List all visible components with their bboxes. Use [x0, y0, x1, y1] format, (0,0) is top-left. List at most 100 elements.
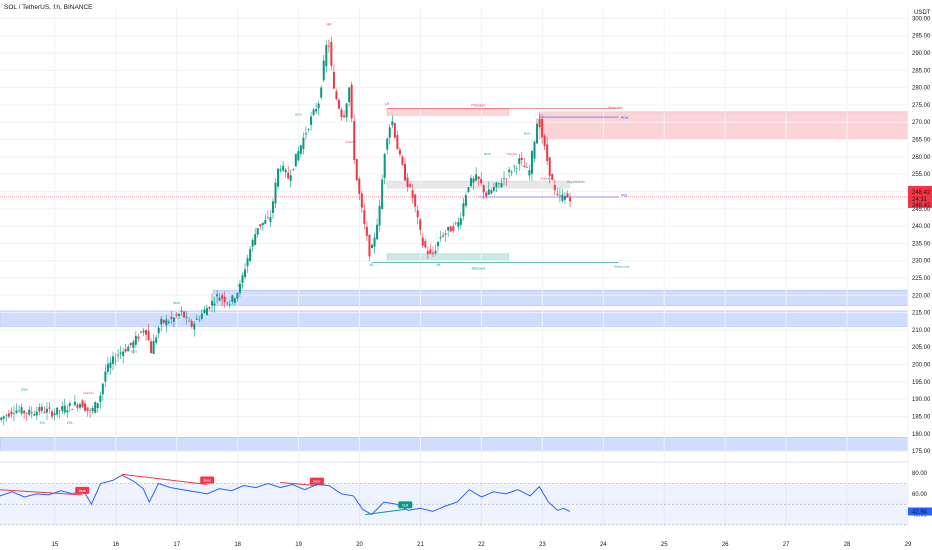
date-tick-label: 23	[539, 542, 546, 548]
candle-body	[345, 103, 348, 118]
candle-body	[355, 159, 358, 181]
swing-label: EQL	[67, 420, 73, 424]
candle-body	[127, 346, 130, 352]
candle-body	[251, 239, 254, 247]
rsi-layer: Bear Bear Bear Bull	[0, 473, 908, 526]
date-tick-label: 17	[173, 542, 180, 548]
candle-body	[302, 137, 305, 150]
candle-body	[363, 210, 366, 224]
candle-body	[51, 411, 54, 417]
candle-body	[76, 404, 79, 408]
divergence-label: Bear	[313, 480, 321, 484]
candle-body	[43, 411, 46, 413]
divergence-line	[365, 508, 406, 515]
candle-body	[416, 210, 419, 218]
price-tick-label: 185.00	[912, 414, 931, 420]
zone-layer	[0, 108, 909, 452]
candle-body	[33, 413, 36, 416]
candle-body	[266, 217, 269, 219]
date-tick-label: 15	[52, 542, 59, 548]
bos-label: BOS	[484, 152, 490, 156]
candle-body	[332, 71, 335, 89]
candle-body	[419, 219, 422, 230]
candle-body	[470, 178, 473, 187]
candle-body	[221, 295, 224, 299]
candle-body	[546, 144, 549, 161]
candle-body	[335, 91, 338, 100]
candle-body	[73, 401, 76, 406]
price-tick-label: 175.00	[912, 449, 931, 455]
price-tick-label: 240.00	[912, 224, 931, 230]
demand-zone-2	[0, 310, 909, 327]
candle-body	[487, 189, 490, 195]
demand-zone-1	[213, 289, 909, 306]
candle-body	[109, 362, 112, 368]
candle-body	[35, 411, 38, 416]
candle-body	[223, 296, 226, 303]
candle-body	[518, 158, 521, 164]
candle-body	[431, 252, 434, 254]
divergence-badge	[309, 477, 324, 485]
candle-body	[175, 314, 178, 316]
choch-label: CHoCH	[540, 176, 550, 180]
candle-body	[190, 320, 193, 327]
candle-body	[403, 164, 406, 181]
candle-body	[304, 133, 307, 135]
hl-label: HL	[437, 263, 442, 267]
date-tick-label: 27	[783, 542, 790, 548]
candle-body	[91, 407, 94, 412]
candle-body	[277, 168, 280, 187]
candle-body	[5, 415, 8, 417]
candle-body	[365, 226, 368, 236]
rsi-line	[0, 474, 571, 516]
candle-body	[294, 153, 297, 167]
candle-body	[124, 348, 127, 352]
candle-body	[454, 222, 457, 224]
candle-body	[505, 178, 508, 180]
candle-body	[167, 321, 170, 324]
candle-body	[485, 192, 488, 197]
candle-body	[71, 409, 74, 410]
price-tick-label: 200.00	[912, 363, 931, 369]
candle-body	[495, 182, 498, 188]
candle-body	[437, 241, 440, 247]
candle-body	[566, 193, 569, 198]
candle-body	[533, 141, 536, 159]
hl-label: HL	[369, 263, 374, 267]
candle-body	[20, 407, 23, 414]
candle-body	[424, 241, 427, 248]
candle-body	[198, 319, 201, 321]
candle-body	[279, 169, 282, 171]
candle-body	[381, 179, 384, 210]
candle-body	[122, 351, 125, 356]
price-tick-label: 235.00	[912, 241, 931, 247]
candle-body	[142, 330, 145, 333]
candle-body	[561, 194, 564, 201]
candle-body	[558, 195, 561, 196]
candle-body	[193, 323, 196, 330]
supply-zone	[539, 111, 909, 140]
candle-body	[569, 197, 572, 202]
bos-label: BOS	[295, 112, 301, 116]
candle-body	[282, 165, 285, 171]
candle-body	[322, 60, 325, 81]
divergence-badge	[200, 476, 215, 484]
candle-body	[325, 44, 328, 67]
candle-body	[429, 249, 432, 254]
candle-body	[246, 258, 249, 267]
candle-body	[63, 405, 66, 413]
rsi-tick-label: 80.00	[912, 471, 928, 477]
candle-body	[96, 403, 99, 409]
date-tick-label: 19	[295, 542, 302, 548]
candle-body	[38, 406, 41, 412]
choch-label: CHoCH	[507, 152, 517, 156]
candle-body	[386, 138, 389, 150]
candle-body	[7, 413, 10, 417]
candle-body	[398, 149, 401, 155]
candle-body	[188, 320, 191, 322]
candle-body	[368, 234, 371, 257]
candle-body	[317, 103, 320, 109]
premium-label: Premium	[471, 104, 485, 108]
candle-body	[553, 185, 556, 190]
